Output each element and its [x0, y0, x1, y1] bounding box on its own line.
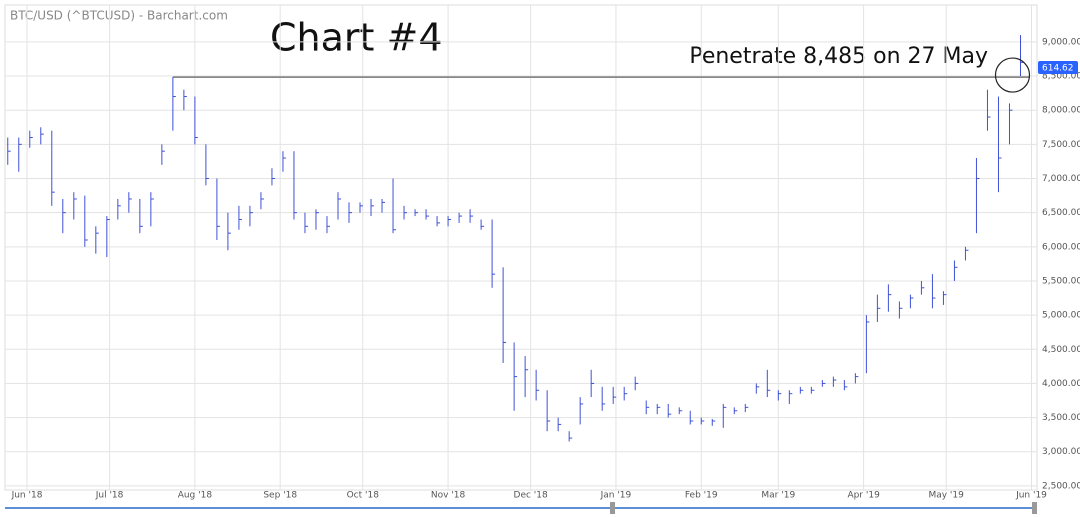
plot-frame: [4, 4, 1038, 491]
y-tick-label: 7,000.00: [1042, 174, 1080, 184]
y-tick-label: 8,000.00: [1042, 106, 1080, 116]
x-tick-label: Dec '18: [514, 491, 548, 501]
x-tick-label: Sep '18: [263, 491, 297, 501]
heading: Chart #4: [270, 16, 443, 60]
y-tick-label: 5,500.00: [1042, 276, 1080, 286]
x-tick-label: Jun '19: [1015, 491, 1047, 501]
x-tick-label: Feb '19: [685, 491, 718, 501]
y-tick-label: 3,000.00: [1042, 447, 1080, 457]
y-tick-label: 4,500.00: [1042, 345, 1080, 355]
x-tick-label: Aug '18: [178, 491, 213, 501]
x-tick-label: Apr '19: [847, 491, 880, 501]
x-tick-label: Mar '19: [761, 491, 795, 501]
y-tick-label: 6,000.00: [1042, 242, 1080, 252]
price-badge: [1038, 61, 1078, 74]
x-tick-label: Oct '18: [347, 491, 380, 501]
x-tick-label: Jun '18: [11, 491, 43, 501]
y-tick-label: 7,500.00: [1042, 140, 1080, 150]
price-badge-label: 614.62: [1042, 64, 1074, 74]
chart-title: BTC/USD (^BTCUSD) - Barchart.com: [10, 9, 228, 23]
y-tick-label: 3,500.00: [1042, 413, 1080, 423]
x-tick-label: Nov '18: [431, 491, 466, 501]
y-tick-label: 4,000.00: [1042, 379, 1080, 389]
annotation: Penetrate 8,485 on 27 May: [689, 44, 988, 69]
y-tick-label: 5,000.00: [1042, 311, 1080, 321]
y-tick-label: 2,500.00: [1042, 481, 1080, 491]
x-tick-label: Jul '18: [95, 491, 124, 501]
y-tick-label: 9,000.00: [1042, 37, 1080, 47]
highlight-circle: [994, 57, 1031, 93]
x-tick-label: May '19: [928, 491, 964, 501]
scroll-handle[interactable]: [1032, 502, 1037, 514]
y-tick-label: 8,500.00: [1042, 72, 1080, 82]
scroll-handle[interactable]: [610, 502, 615, 514]
x-tick-label: Jan '19: [600, 491, 632, 501]
y-tick-label: 6,500.00: [1042, 208, 1080, 218]
